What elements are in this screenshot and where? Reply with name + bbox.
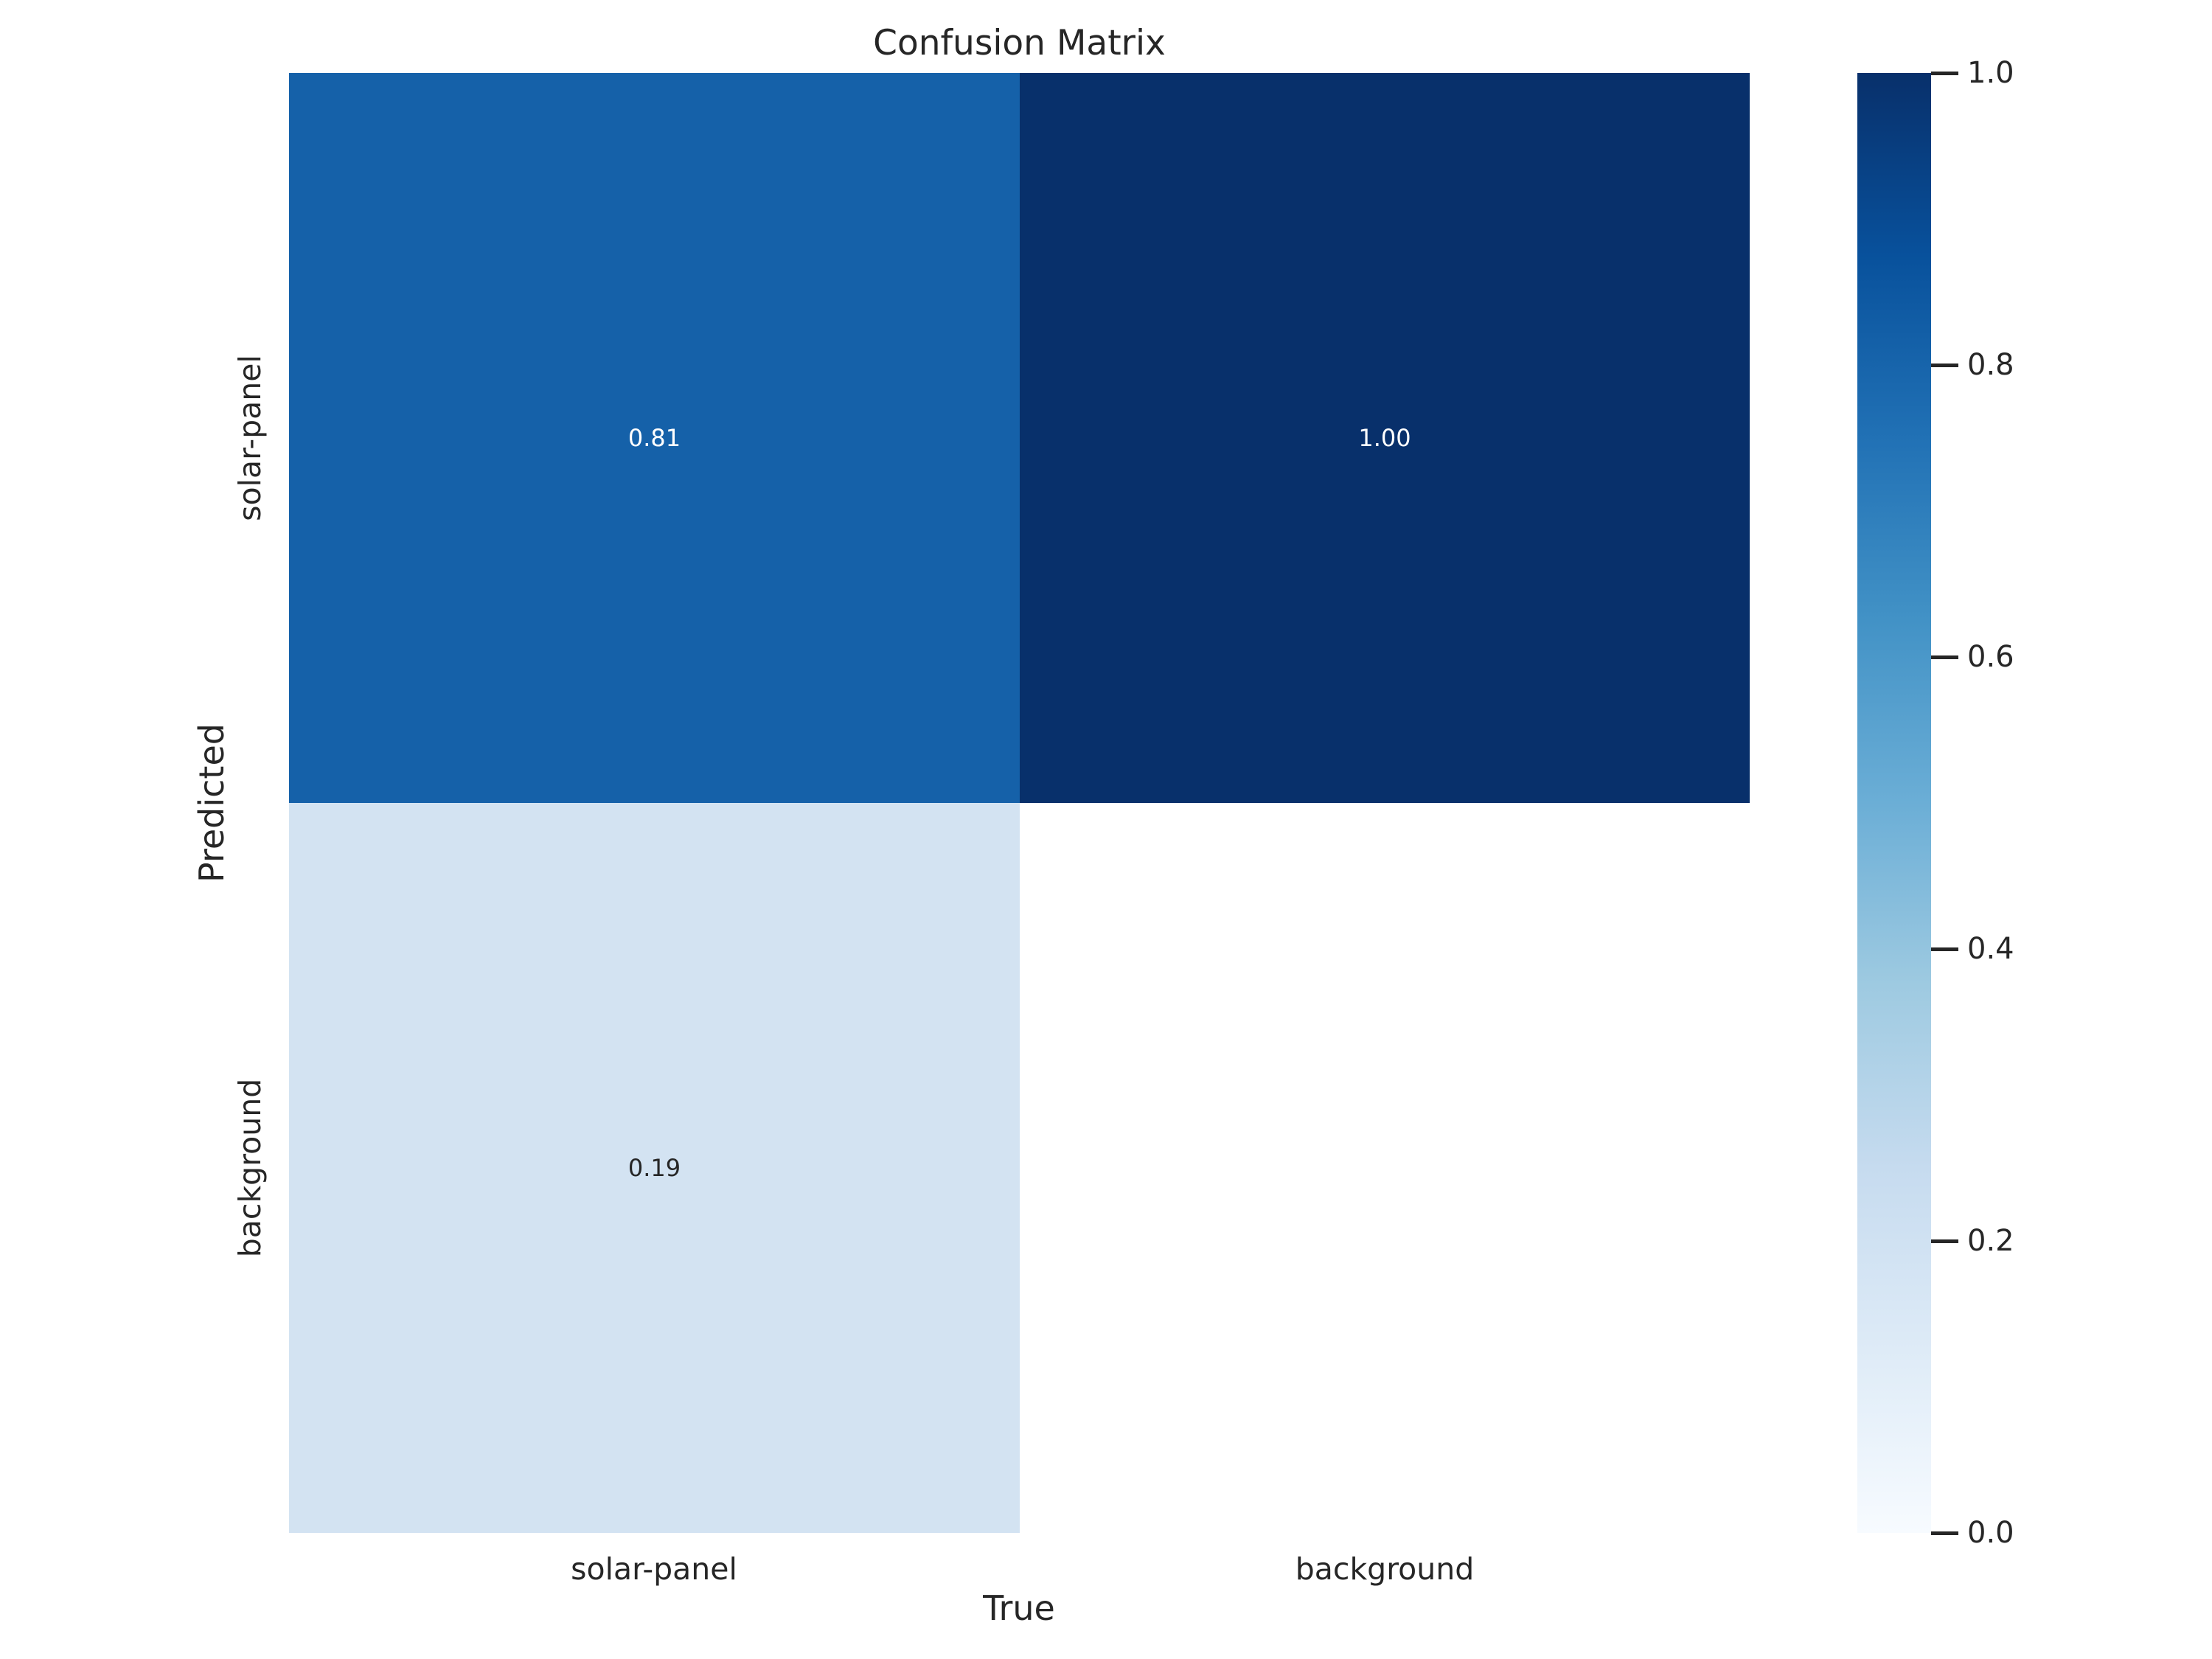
heatmap: 0.81 1.00 0.19 [289,73,1750,1533]
colorbar-tick-mark [1931,1239,1958,1243]
colorbar-tick-mark [1931,655,1958,659]
colorbar-tick-label: 0.2 [1967,1224,2014,1258]
heatmap-cell-pred-background-true-background [1020,803,1750,1533]
cell-annotation: 0.81 [627,424,681,452]
colorbar-tick-label: 1.0 [1967,56,2014,90]
heatmap-cell-pred-solar-true-background: 1.00 [1020,73,1750,803]
x-tick-label-solar-panel: solar-panel [571,1551,737,1587]
colorbar [1857,73,1931,1533]
x-tick-label-background: background [1295,1551,1475,1587]
colorbar-tick-label: 0.8 [1967,348,2014,382]
heatmap-cell-pred-background-true-solar: 0.19 [289,803,1020,1533]
chart-title: Confusion Matrix [873,23,1166,63]
colorbar-tick-mark [1931,947,1958,951]
cell-annotation: 0.19 [627,1154,681,1182]
cell-annotation: 1.00 [1358,424,1411,452]
colorbar-tick-mark [1931,71,1958,75]
colorbar-tick-label: 0.4 [1967,932,2014,966]
colorbar-tick-label: 0.0 [1967,1516,2014,1550]
heatmap-cell-pred-solar-true-solar: 0.81 [289,73,1020,803]
y-axis-label: Predicted [192,723,232,883]
x-axis-label: True [983,1588,1055,1628]
colorbar-tick-mark [1931,1531,1958,1535]
y-tick-label-solar-panel: solar-panel [232,355,268,521]
colorbar-tick-label: 0.6 [1967,640,2014,674]
colorbar-tick-mark [1931,363,1958,367]
y-tick-label-background: background [232,1078,268,1258]
